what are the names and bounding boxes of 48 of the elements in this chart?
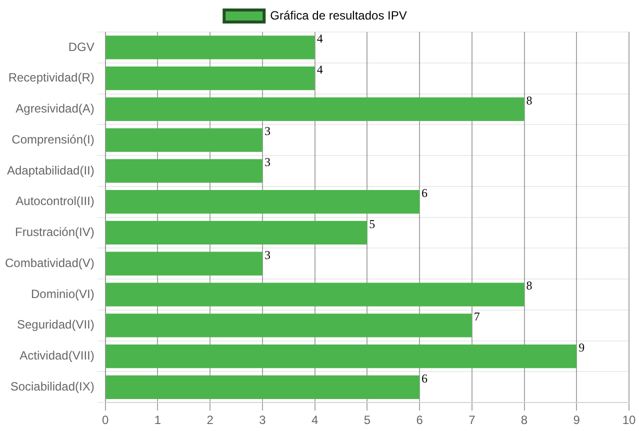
y-tick-label: Autocontrol(III) bbox=[16, 194, 94, 208]
x-tick-label: 9 bbox=[573, 413, 580, 428]
y-tick-label: Receptividad(R) bbox=[8, 70, 94, 85]
x-tick-label: 2 bbox=[206, 413, 214, 428]
y-tick-label: Sociabilidad(IX) bbox=[10, 379, 94, 394]
data-label: 4 bbox=[316, 32, 323, 46]
bar bbox=[106, 252, 262, 276]
data-label: 6 bbox=[422, 186, 428, 200]
y-tick-label: Agresividad(A) bbox=[16, 102, 94, 116]
y-tick-label: Seguridad(VII) bbox=[16, 318, 94, 332]
y-tick-label: DGV bbox=[68, 40, 94, 54]
x-tick-label: 10 bbox=[622, 413, 636, 428]
y-tick-label: Dominio(VI) bbox=[31, 286, 94, 301]
bar bbox=[106, 375, 420, 399]
y-tick-label: Actividad(VIII) bbox=[20, 348, 94, 363]
bar bbox=[106, 97, 524, 122]
bar bbox=[106, 128, 262, 152]
data-label: 3 bbox=[264, 248, 270, 262]
x-tick-label: 5 bbox=[364, 413, 371, 428]
x-tick-label: 1 bbox=[154, 413, 162, 428]
y-tick-label: Comprensión(I) bbox=[12, 132, 94, 146]
bar bbox=[106, 159, 262, 183]
x-tick-label: 0 bbox=[102, 413, 110, 428]
bar bbox=[106, 282, 524, 306]
bar bbox=[106, 66, 315, 90]
x-tick-label: 3 bbox=[259, 413, 266, 428]
bar bbox=[106, 314, 472, 338]
y-tick-label: Combatividad(V) bbox=[4, 256, 94, 270]
data-label: 5 bbox=[369, 216, 376, 231]
data-label: 9 bbox=[578, 340, 585, 354]
data-label: 6 bbox=[422, 371, 428, 386]
data-label: 8 bbox=[526, 93, 532, 108]
bar bbox=[106, 220, 368, 245]
x-tick-label: 7 bbox=[468, 413, 476, 428]
bar bbox=[106, 190, 420, 214]
y-tick-label: Frustración(IV) bbox=[15, 225, 94, 240]
bar bbox=[106, 344, 577, 368]
data-label: 7 bbox=[474, 310, 480, 324]
x-tick-label: 6 bbox=[416, 413, 424, 428]
data-label: 3 bbox=[264, 155, 270, 170]
x-tick-label: 4 bbox=[311, 413, 318, 428]
x-tick-label: 8 bbox=[520, 413, 528, 428]
data-label: 8 bbox=[526, 278, 532, 293]
data-label: 3 bbox=[264, 124, 270, 138]
y-tick-label: Adaptabilidad(II) bbox=[6, 163, 94, 178]
legend-label: Gráfica de resultados IPV bbox=[270, 8, 407, 22]
bar bbox=[106, 36, 315, 60]
data-label: 4 bbox=[316, 62, 323, 76]
